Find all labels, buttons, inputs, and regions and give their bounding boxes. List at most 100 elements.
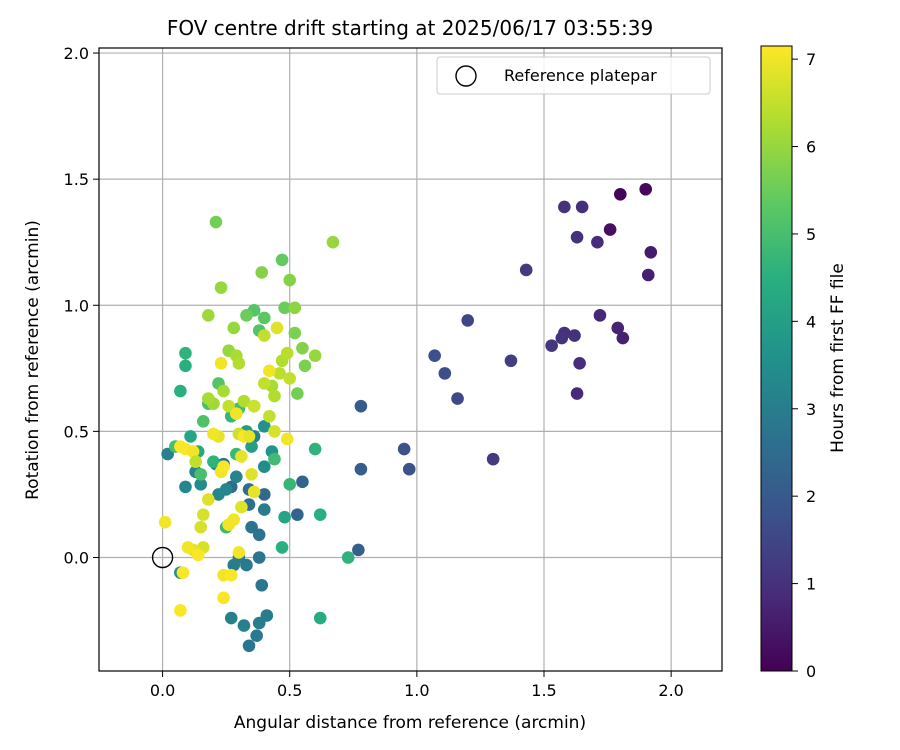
data-point <box>196 414 210 428</box>
data-point <box>257 488 271 501</box>
data-point <box>240 309 253 322</box>
data-point <box>230 407 243 421</box>
x-tick-label: 0.5 <box>277 681 302 700</box>
data-point <box>278 301 291 315</box>
legend-reference-marker <box>455 65 477 87</box>
data-point <box>308 442 322 456</box>
data-point <box>639 182 653 196</box>
colorbar-tick-label: 3 <box>806 400 816 419</box>
colorbar-ticks: 0 1 2 3 4 5 6 7 <box>792 50 816 681</box>
data-point <box>212 488 225 501</box>
legend-box <box>436 56 711 95</box>
data-point <box>270 321 284 335</box>
data-point <box>275 541 289 554</box>
data-point <box>568 329 581 342</box>
data-point <box>214 356 228 370</box>
x-tick-label: 2.0 <box>658 681 683 700</box>
data-point <box>291 387 304 400</box>
data-point <box>242 430 256 443</box>
data-point <box>326 235 340 249</box>
y-tick-label: 1.5 <box>64 170 89 189</box>
data-point <box>519 263 533 277</box>
data-point <box>242 639 256 653</box>
data-point <box>207 427 220 441</box>
data-point <box>275 253 289 267</box>
data-point <box>235 450 248 463</box>
data-point <box>257 329 271 342</box>
x-tick-label: 1.0 <box>404 681 429 700</box>
data-point <box>558 200 571 214</box>
data-point <box>158 515 172 529</box>
data-point <box>280 432 294 446</box>
data-point <box>570 230 584 244</box>
y-tick-label: 1.0 <box>64 296 89 315</box>
data-point <box>227 321 241 335</box>
data-point <box>227 558 241 572</box>
reference-platepar-marker <box>151 546 174 569</box>
chart-title: FOV centre drift starting at 2025/06/17 … <box>167 16 653 40</box>
data-point <box>308 349 322 363</box>
y-tick-label: 2.0 <box>64 44 89 63</box>
data-point <box>296 341 309 355</box>
y-ticks: 0.0 0.5 1.0 1.5 2.0 <box>64 44 99 567</box>
data-point <box>573 356 586 370</box>
colorbar-tick-label: 7 <box>806 50 816 69</box>
data-point <box>575 200 589 214</box>
data-point <box>237 619 251 632</box>
data-point <box>263 364 276 378</box>
data-point <box>268 452 281 466</box>
data-point <box>227 513 241 526</box>
data-point <box>273 367 286 380</box>
data-point <box>181 541 195 554</box>
data-point <box>438 367 452 380</box>
data-point <box>189 455 202 468</box>
data-point <box>224 568 238 582</box>
data-point <box>616 331 630 345</box>
data-point <box>268 389 281 403</box>
data-point <box>352 543 365 557</box>
data-point <box>217 384 230 398</box>
data-point <box>194 520 208 534</box>
data-point <box>354 462 368 476</box>
data-point <box>283 372 297 385</box>
legend-label: Reference platepar <box>504 66 657 85</box>
data-point <box>611 321 625 335</box>
data-point <box>257 460 271 473</box>
data-point <box>504 354 518 368</box>
data-point <box>313 508 327 521</box>
x-ticks: 0.0 0.5 1.0 1.5 2.0 <box>150 671 684 700</box>
data-point <box>428 349 441 363</box>
data-point <box>354 399 368 413</box>
x-axis-label: Angular distance from reference (arcmin) <box>234 713 586 733</box>
data-point <box>217 460 230 473</box>
data-point <box>613 187 627 201</box>
data-point <box>461 314 475 327</box>
data-point <box>257 503 271 516</box>
data-point <box>255 266 269 279</box>
colorbar-tick-label: 2 <box>806 487 816 506</box>
data-point <box>283 273 297 287</box>
data-point <box>232 356 246 370</box>
y-axis-label: Rotation from reference (arcmin) <box>23 220 43 500</box>
data-point <box>644 246 658 259</box>
data-point <box>202 309 215 322</box>
plot-frame <box>98 47 723 672</box>
data-point <box>186 445 200 458</box>
data-point <box>194 478 208 491</box>
data-point <box>191 548 205 562</box>
data-point <box>257 311 271 325</box>
data-point <box>257 377 271 390</box>
data-point <box>451 392 464 405</box>
data-point <box>232 546 246 559</box>
y-tick-label: 0.5 <box>64 422 89 441</box>
data-point <box>641 268 655 282</box>
data-point <box>202 493 215 506</box>
data-point <box>235 500 248 514</box>
colorbar-tick-label: 5 <box>806 225 816 244</box>
data-point <box>217 591 230 605</box>
data-point <box>179 480 192 494</box>
data-point <box>196 508 210 521</box>
data-point <box>214 281 228 294</box>
data-point <box>194 467 208 481</box>
